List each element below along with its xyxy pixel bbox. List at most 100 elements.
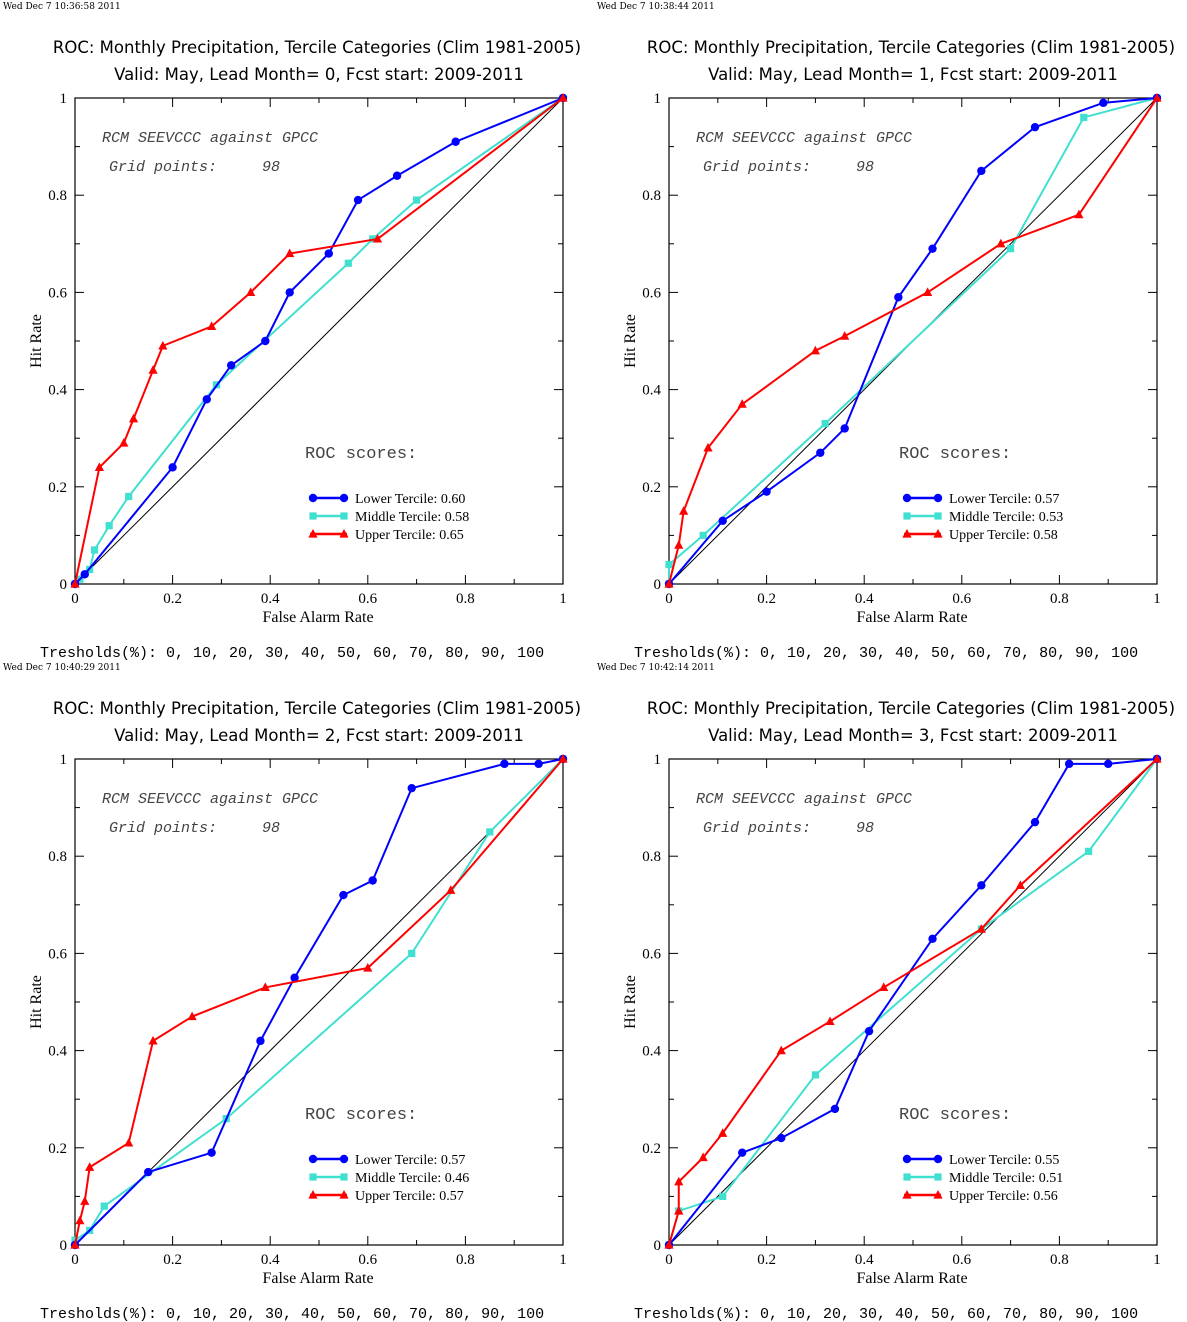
- upper-tercile-point: [718, 1128, 728, 1137]
- dataset-annotation: RCM SEEVCCC against GPCC: [696, 791, 912, 808]
- upper-tercile-point: [674, 1176, 684, 1186]
- upper-tercile-point: [70, 579, 80, 588]
- roc-chart-svg: Wed Dec 7 10:36:58 2011 ROC: Monthly Prec…: [3, 2, 581, 662]
- middle-tercile-point: [105, 522, 113, 530]
- legend-marker-upper: [902, 1190, 912, 1199]
- upper-tercile-point: [285, 248, 295, 258]
- x-tick-label: 0.2: [757, 1252, 776, 1268]
- legend-marker-lower: [339, 1154, 349, 1164]
- roc-chart-svg: Wed Dec 7 10:40:29 2011 ROC: Monthly Prec…: [3, 663, 581, 1322]
- legend-marker-lower: [902, 1154, 912, 1164]
- lower-tercile-point: [977, 881, 986, 890]
- middle-tercile-point: [719, 1192, 727, 1200]
- upper-tercile-point: [558, 93, 568, 102]
- upper-tercile-point: [923, 287, 933, 296]
- series-upper-tercile: [70, 754, 568, 1249]
- middle-tercile-point: [100, 1202, 108, 1210]
- thresholds-text: Tresholds(%): 0, 10, 20, 30, 40, 50, 60,…: [40, 1306, 544, 1322]
- legend-label-lower: Lower Tercile: 0.57: [949, 492, 1059, 507]
- x-tick-label: 0: [71, 591, 79, 607]
- grid-points-value: 98: [262, 820, 280, 837]
- upper-tercile-point: [187, 1011, 197, 1021]
- x-tick-label: 1: [559, 591, 567, 607]
- x-tick-label: 0.4: [855, 1252, 874, 1268]
- timestamp: Wed Dec 7 10:40:29 2011: [3, 663, 121, 673]
- series-upper-tercile: [664, 754, 1162, 1249]
- roc-chart-lead-3: Wed Dec 7 10:42:14 2011 ROC: Monthly Prec…: [594, 661, 1187, 1322]
- middle-tercile-point: [811, 1071, 819, 1079]
- x-tick-label: 0.8: [456, 1252, 475, 1268]
- grid-points-value: 98: [856, 159, 874, 176]
- lower-tercile-point: [864, 1026, 874, 1036]
- lower-tercile-point: [290, 973, 299, 982]
- legend-marker-lower: [339, 493, 349, 503]
- lower-tercile-point: [840, 424, 849, 433]
- legend-marker-middle: [309, 1173, 317, 1181]
- legend-marker-middle: [340, 512, 348, 520]
- x-axis-label: False Alarm Rate: [262, 1270, 373, 1287]
- y-tick-label: 1: [654, 91, 662, 107]
- legend-marker-lower: [933, 1154, 943, 1164]
- upper-tercile-point: [148, 1035, 158, 1045]
- legend-label-middle: Middle Tercile: 0.51: [949, 1171, 1063, 1186]
- middle-tercile-point: [408, 949, 416, 957]
- y-tick-label: 0.8: [48, 849, 67, 865]
- y-tick-label: 0.2: [642, 480, 661, 496]
- diagonal-reference-line: [74, 97, 564, 585]
- chart-subtitle: Valid: May, Lead Month= 0, Fcst start: 2…: [114, 65, 524, 84]
- y-tick-label: 0: [654, 577, 662, 593]
- upper-tercile-point: [703, 442, 713, 452]
- x-tick-label: 0.4: [855, 591, 874, 607]
- upper-tercile-point: [996, 238, 1006, 248]
- y-tick-label: 0.6: [642, 285, 661, 301]
- roc-chart-lead-2: Wed Dec 7 10:40:29 2011 ROC: Monthly Prec…: [0, 661, 593, 1322]
- upper-tercile-point: [158, 340, 168, 350]
- lower-tercile-line: [74, 97, 564, 585]
- lower-tercile-point: [738, 1148, 747, 1157]
- upper-tercile-point: [825, 1016, 835, 1026]
- legend-label-lower: Lower Tercile: 0.60: [355, 492, 465, 507]
- upper-tercile-point: [776, 1045, 786, 1055]
- y-tick-label: 0.8: [642, 849, 661, 865]
- y-tick-label: 0.4: [642, 383, 661, 399]
- legend-label-middle: Middle Tercile: 0.58: [355, 510, 469, 525]
- lower-tercile-point: [285, 288, 294, 297]
- lower-tercile-point: [1030, 817, 1040, 827]
- roc-scores-heading: ROC scores:: [899, 1106, 1011, 1125]
- y-tick-label: 0.4: [48, 383, 67, 399]
- y-tick-label: 0.8: [48, 188, 67, 204]
- grid-points-value: 98: [262, 159, 280, 176]
- upper-tercile-point: [679, 506, 689, 515]
- chart-title: ROC: Monthly Precipitation, Tercile Cate…: [53, 699, 581, 718]
- series-lower-tercile: [70, 93, 568, 589]
- x-tick-label: 0.8: [1050, 591, 1069, 607]
- grid-points-label: Grid points:: [703, 820, 811, 837]
- legend-marker-middle: [903, 512, 911, 520]
- y-axis-label: Hit Rate: [28, 975, 45, 1029]
- lower-tercile-point: [1104, 759, 1113, 769]
- y-tick-label: 0: [60, 577, 68, 593]
- upper-tercile-point: [70, 1240, 80, 1249]
- lower-tercile-point: [1030, 122, 1040, 132]
- x-tick-label: 0.8: [1050, 1252, 1069, 1268]
- upper-tercile-point: [94, 462, 104, 471]
- upper-tercile-point: [75, 1215, 85, 1225]
- upper-tercile-point: [840, 331, 850, 340]
- lower-tercile-point: [977, 166, 986, 176]
- legend-marker-lower: [933, 493, 943, 503]
- legend-marker-middle: [903, 1173, 911, 1181]
- legend-label-lower: Lower Tercile: 0.57: [355, 1153, 465, 1168]
- x-tick-label: 0.2: [163, 1252, 182, 1268]
- y-axis-label: Hit Rate: [28, 314, 45, 368]
- middle-tercile-point: [665, 560, 673, 569]
- lower-tercile-point: [353, 195, 363, 205]
- lower-tercile-point: [324, 249, 333, 258]
- x-tick-label: 0.6: [358, 591, 377, 607]
- lower-tercile-point: [816, 448, 825, 457]
- legend-marker-upper: [339, 1190, 349, 1199]
- upper-tercile-point: [80, 1196, 90, 1205]
- lower-tercile-point: [928, 244, 937, 253]
- middle-tercile-point: [413, 196, 421, 204]
- y-tick-label: 1: [60, 91, 68, 107]
- lower-tercile-point: [451, 137, 460, 146]
